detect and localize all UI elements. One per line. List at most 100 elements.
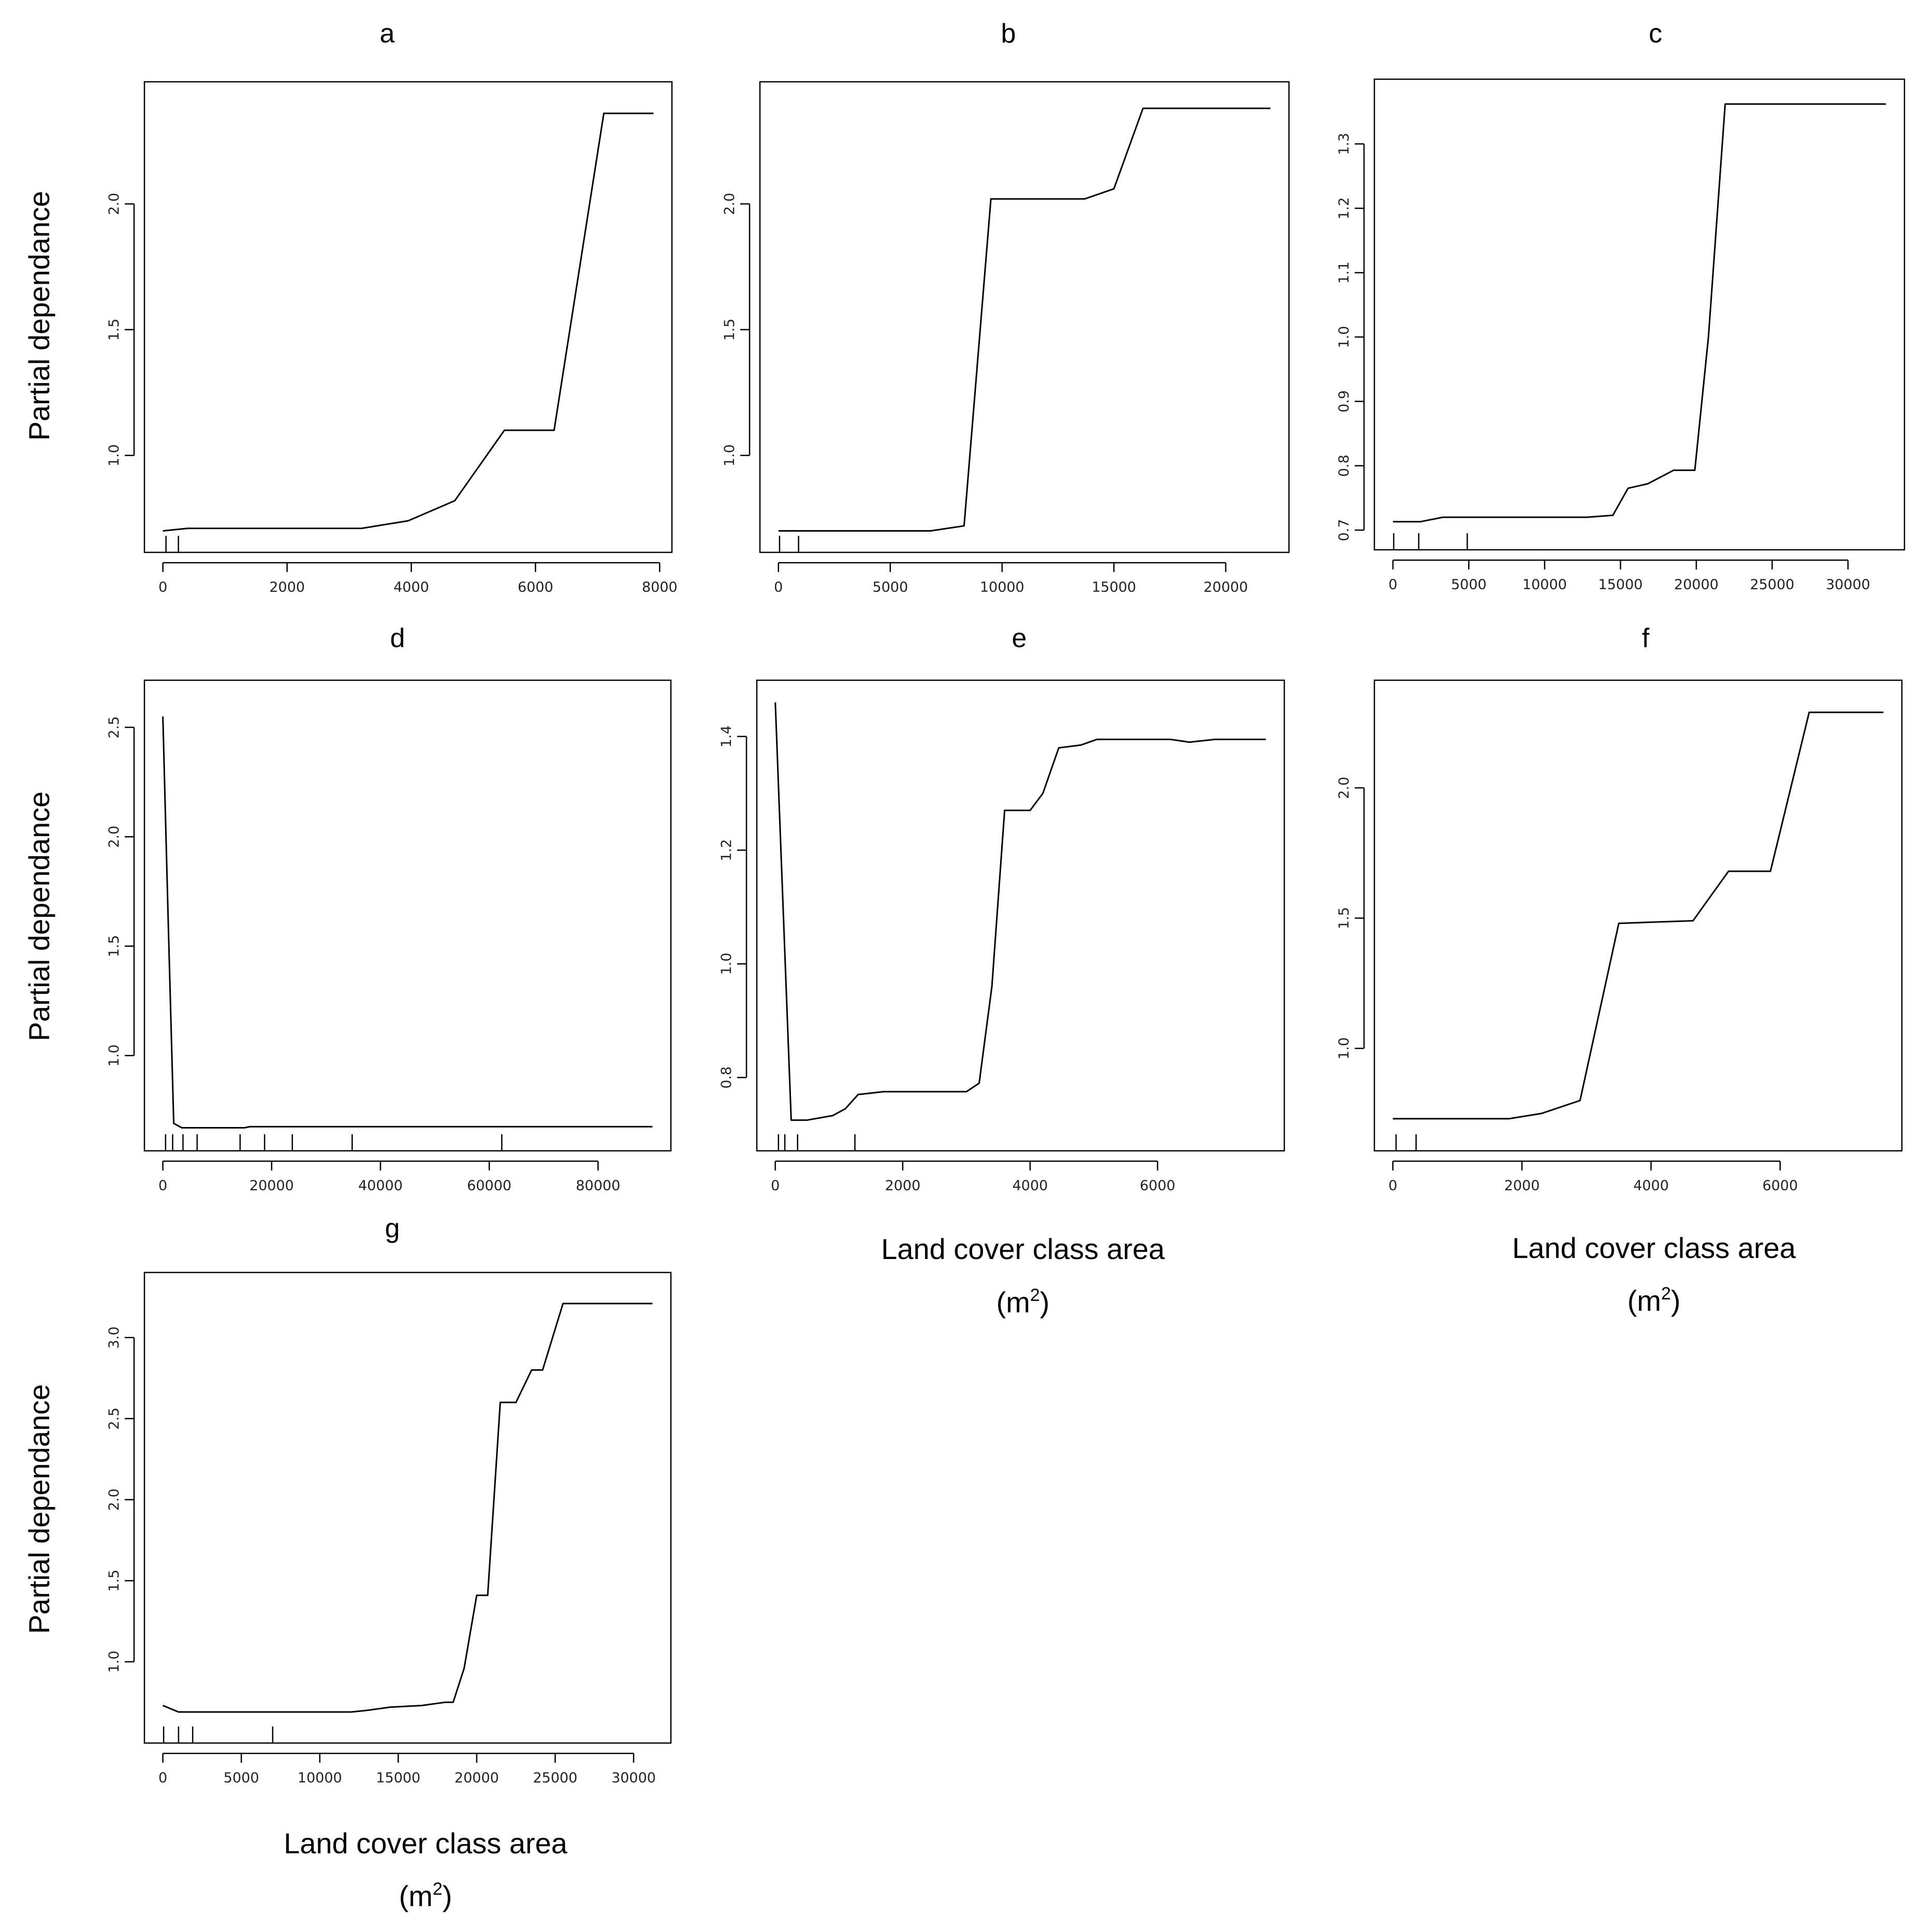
y-tick-label: 1.0 (106, 1045, 122, 1067)
panel-g: g 0 5000 10000 15000 20000 25000 30000 1.0 1.5 2… (106, 1213, 672, 1786)
series-g (163, 1302, 653, 1713)
y-axis-b: 1.0 1.5 2.0 (722, 193, 751, 466)
x-tick-label: 4000 (393, 579, 429, 595)
x-tick-label: 2000 (1504, 1178, 1540, 1194)
x-tick-label: 10000 (1522, 577, 1567, 593)
x-axis-b: 0 5000 10000 15000 20000 (774, 562, 1248, 595)
y-axis-c: 0.7 0.8 0.9 1.0 1.1 1.2 1.3 (1336, 133, 1365, 541)
panel-frame-g (143, 1271, 672, 1744)
partial-dependence-line (774, 702, 1266, 1121)
x-tick-label: 6000 (1140, 1178, 1176, 1194)
y-tick-label: 1.2 (1336, 197, 1352, 219)
y-tick-label: 1.5 (106, 935, 122, 957)
x-tick-label: 0 (1388, 1178, 1397, 1194)
y-tick-label: 0.8 (1336, 455, 1352, 477)
x-tick-label: 30000 (611, 1770, 656, 1786)
x-tick-label: 20000 (250, 1178, 294, 1194)
y-tick-label: 1.0 (1336, 326, 1352, 348)
y-tick-label: 2.0 (722, 193, 738, 215)
x-axis-c: 0 5000 10000 15000 20000 25000 30000 (1388, 559, 1870, 593)
panel-title-g: g (385, 1213, 400, 1243)
series-b (778, 107, 1271, 532)
rug-c (1393, 533, 1468, 550)
unit-sup-g: 2 (433, 1879, 443, 1899)
partial-dependence-line (162, 716, 653, 1129)
x-tick-label: 0 (158, 1770, 167, 1786)
x-tick-label: 40000 (358, 1178, 403, 1194)
unit-open-g: (m (399, 1880, 433, 1912)
panel-f: f 0 2000 4000 6000 1.0 1.5 2.0 (1336, 623, 1903, 1194)
y-axis-label-row-3: Partial dependance (23, 1384, 55, 1634)
panel-frame-c (1373, 78, 1906, 551)
panel-frame-a (143, 81, 673, 553)
y-tick-label: 1.3 (1336, 133, 1352, 155)
x-tick-label: 6000 (518, 579, 553, 595)
partial-dependence-line (163, 1302, 653, 1713)
panel-frame-f (1373, 679, 1903, 1152)
y-axis-a: 1.0 1.5 2.0 (106, 193, 135, 466)
panel-title-d: d (390, 623, 405, 653)
x-axis-e: 0 2000 4000 6000 (771, 1160, 1176, 1194)
x-tick-label: 15000 (376, 1770, 420, 1786)
panel-frame-b (759, 81, 1290, 553)
y-tick-label: 1.0 (719, 953, 735, 975)
x-tick-label: 25000 (533, 1770, 578, 1786)
x-tick-label: 30000 (1826, 577, 1870, 593)
x-tick-label: 2000 (885, 1178, 920, 1194)
rug-b (779, 536, 799, 552)
x-tick-label: 20000 (1204, 579, 1248, 595)
panel-title-a: a (380, 19, 395, 49)
y-tick-label: 2.5 (106, 716, 122, 739)
y-tick-label: 1.4 (719, 725, 735, 748)
panel-frame-e (756, 679, 1285, 1152)
x-tick-label: 0 (771, 1178, 780, 1194)
y-tick-label: 3.0 (106, 1326, 122, 1349)
series-d (162, 716, 653, 1129)
y-tick-label: 1.5 (1336, 907, 1352, 929)
panel-a: a 0 2000 4000 6000 8000 1.0 1.5 2.0 (106, 19, 678, 595)
x-axis-label-e: Land cover class area (881, 1233, 1165, 1265)
y-axis-f: 1.0 1.5 2.0 (1336, 777, 1365, 1060)
x-tick-label: 5000 (1451, 577, 1487, 593)
unit-close-f: ) (1671, 1284, 1681, 1317)
panel-frame-d (143, 679, 672, 1152)
x-tick-label: 2000 (269, 579, 305, 595)
y-axis-d: 1.0 1.5 2.0 2.5 (106, 716, 135, 1067)
x-axis-unit-f: (m2) (1628, 1284, 1681, 1317)
x-tick-label: 15000 (1598, 577, 1643, 593)
unit-open-e: (m (996, 1286, 1030, 1319)
series-a (163, 112, 654, 532)
y-tick-label: 1.0 (106, 444, 122, 466)
unit-sup-e: 2 (1030, 1285, 1040, 1305)
x-tick-label: 4000 (1633, 1178, 1669, 1194)
panel-e: e 0 2000 4000 6000 0.8 1.0 1.2 1.4 (719, 623, 1285, 1194)
panel-title-c: c (1649, 19, 1662, 49)
x-tick-label: 20000 (455, 1770, 499, 1786)
y-tick-label: 1.5 (106, 1570, 122, 1592)
rug-a (165, 536, 179, 552)
x-axis-a: 0 2000 4000 6000 8000 (158, 562, 678, 595)
x-axis-d: 0 20000 40000 60000 80000 (158, 1160, 620, 1194)
unit-close-e: ) (1040, 1286, 1050, 1319)
x-axis-g: 0 5000 10000 15000 20000 25000 30000 (158, 1752, 656, 1786)
y-tick-label: 2.0 (106, 1488, 122, 1511)
y-tick-label: 1.1 (1336, 261, 1352, 284)
y-tick-label: 1.0 (1336, 1037, 1352, 1060)
y-tick-label: 1.5 (106, 318, 122, 341)
unit-close-g: ) (443, 1880, 452, 1912)
y-tick-label: 2.0 (106, 193, 122, 215)
y-tick-label: 0.8 (719, 1066, 735, 1089)
x-tick-label: 6000 (1762, 1178, 1798, 1194)
y-tick-label: 1.0 (722, 444, 738, 466)
y-tick-label: 0.9 (1336, 390, 1352, 413)
x-tick-label: 15000 (1092, 579, 1136, 595)
y-tick-label: 0.7 (1336, 519, 1352, 541)
y-axis-label-row-2: Partial dependance (23, 792, 55, 1042)
x-tick-label: 0 (158, 1178, 167, 1194)
panel-title-f: f (1642, 623, 1650, 653)
panel-d: d 0 20000 40000 60000 80000 1.0 1.5 2.0 2.5 (106, 623, 672, 1194)
x-axis-label-f: Land cover class area (1512, 1232, 1796, 1264)
series-f (1393, 711, 1884, 1120)
panel-b: b 0 5000 10000 15000 20000 1.0 1.5 2.0 (722, 19, 1290, 595)
